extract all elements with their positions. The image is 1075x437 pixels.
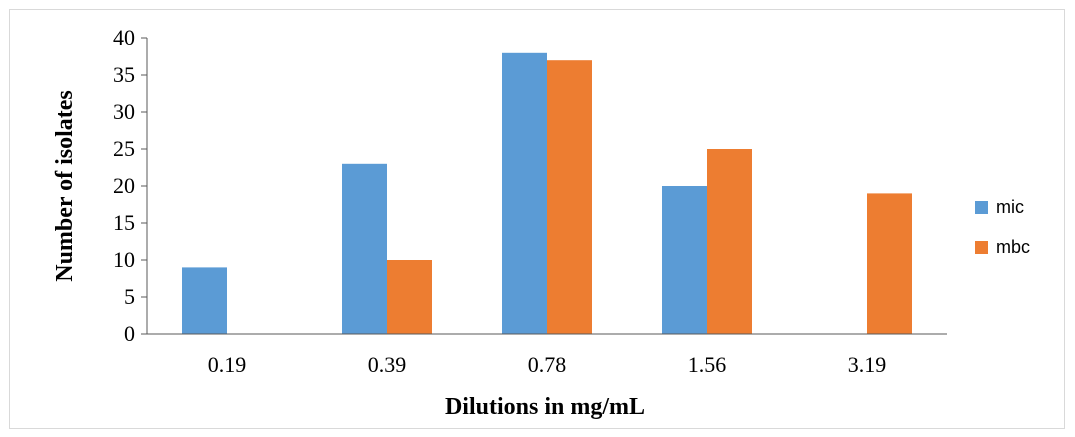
legend-label-mic: mic (996, 197, 1024, 217)
y-tick-label: 0 (124, 321, 135, 346)
bar-mbc-3.19 (867, 193, 912, 334)
bar-mic-0.19 (182, 267, 227, 334)
legend-swatch-mic (975, 201, 988, 214)
bars (182, 52, 912, 335)
legend-label-mbc: mbc (996, 237, 1030, 257)
y-tick-label: 35 (113, 62, 135, 87)
bar-mic-1.56 (662, 186, 707, 334)
x-axis-title: Dilutions in mg/mL (445, 394, 645, 420)
y-tick-label: 15 (113, 210, 135, 235)
x-tick-label: 0.39 (368, 352, 407, 377)
bar-mic-0.39 (342, 163, 387, 334)
bar-mbc-0.78 (547, 60, 592, 334)
y-tick-label: 25 (113, 136, 135, 161)
y-tick-label: 20 (113, 173, 135, 198)
y-tick-label: 40 (113, 25, 135, 50)
bar-mic-0.78 (502, 52, 547, 335)
bar-mbc-0.39 (387, 260, 432, 334)
y-axis-ticks: 0 5 10 15 20 25 30 35 40 (113, 25, 147, 346)
x-tick-label: 0.19 (208, 352, 247, 377)
legend: mic mbc (975, 197, 1030, 257)
x-tick-label: 3.19 (848, 352, 887, 377)
y-tick-label: 10 (113, 247, 135, 272)
x-tick-label: 1.56 (688, 352, 727, 377)
x-tick-label: 0.78 (528, 352, 567, 377)
legend-swatch-mbc (975, 241, 988, 254)
y-tick-label: 5 (124, 284, 135, 309)
y-tick-label: 30 (113, 99, 135, 124)
x-axis-ticks: 0.19 0.39 0.78 1.56 3.19 (208, 352, 887, 377)
bar-mbc-1.56 (707, 149, 752, 334)
y-axis-title: Number of isolates (52, 90, 78, 282)
